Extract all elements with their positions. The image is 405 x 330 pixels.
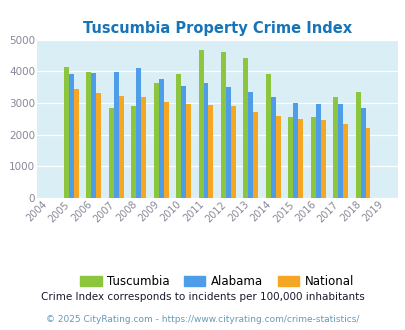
Bar (220, 52, 226, 198)
Bar (265, 74, 270, 198)
Text: Crime Index corresponds to incidents per 100,000 inhabitants: Crime Index corresponds to incidents per… (41, 292, 364, 302)
Bar (86, 72, 91, 198)
Text: © 2025 CityRating.com - https://www.cityrating.com/crime-statistics/: © 2025 CityRating.com - https://www.city… (46, 315, 359, 324)
Bar (230, 106, 235, 198)
Bar (364, 128, 370, 198)
Bar (288, 117, 292, 198)
Bar (333, 97, 337, 198)
Bar (298, 119, 303, 198)
Bar (342, 124, 347, 198)
Title: Tuscumbia Property Crime Index: Tuscumbia Property Crime Index (83, 21, 351, 36)
Bar (96, 92, 101, 198)
Bar (176, 74, 181, 198)
Bar (136, 68, 141, 198)
Bar (248, 92, 253, 198)
Bar (69, 75, 74, 198)
Bar (337, 104, 342, 198)
Bar (158, 79, 163, 198)
Bar (292, 103, 298, 198)
Bar (153, 83, 158, 198)
Bar (181, 86, 185, 198)
Bar (118, 96, 123, 198)
Bar (163, 102, 168, 198)
Bar (320, 120, 325, 198)
Bar (253, 112, 258, 198)
Bar (315, 104, 320, 198)
Bar (141, 97, 146, 198)
Bar (203, 83, 208, 198)
Bar (310, 117, 315, 198)
Bar (91, 73, 96, 198)
Bar (355, 92, 360, 198)
Bar (113, 72, 118, 198)
Bar (360, 108, 364, 198)
Bar (243, 58, 248, 198)
Bar (270, 97, 275, 198)
Bar (109, 108, 113, 198)
Bar (185, 104, 190, 198)
Bar (74, 89, 79, 198)
Bar (226, 87, 230, 198)
Legend: Tuscumbia, Alabama, National: Tuscumbia, Alabama, National (75, 270, 358, 293)
Bar (275, 116, 280, 198)
Bar (64, 67, 69, 198)
Bar (131, 106, 136, 198)
Bar (198, 50, 203, 198)
Bar (208, 106, 213, 198)
